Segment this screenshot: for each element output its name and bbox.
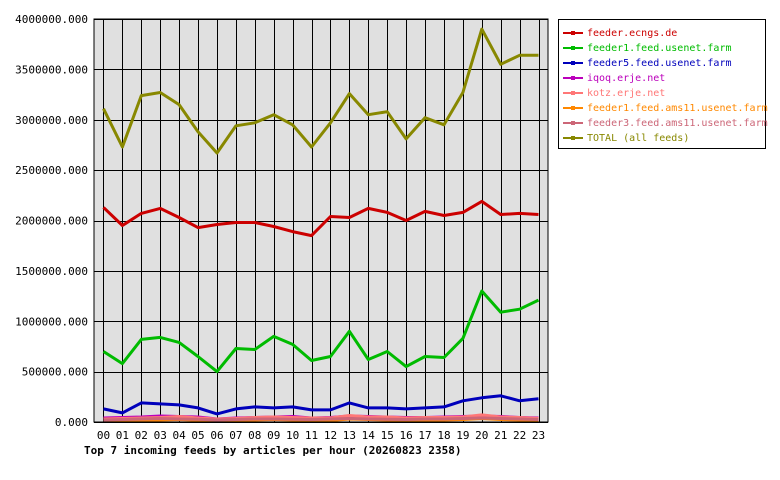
legend-marker xyxy=(571,121,575,125)
x-tick-label: 17 xyxy=(418,429,431,442)
legend-label: feeder.ecngs.de xyxy=(587,28,678,39)
x-tick-label: 12 xyxy=(324,429,337,442)
y-tick-label: 1000000.000 xyxy=(15,315,88,328)
x-tick-label: 00 xyxy=(97,429,110,442)
x-tick-label: 07 xyxy=(229,429,242,442)
legend-label: feeder3.feed.ams11.usenet.farm xyxy=(587,118,768,129)
x-tick-label: 23 xyxy=(532,429,545,442)
y-tick-label: 1500000.000 xyxy=(15,265,88,278)
x-tick-label: 21 xyxy=(494,429,507,442)
legend-marker xyxy=(571,61,575,65)
x-tick-label: 06 xyxy=(210,429,223,442)
series-line xyxy=(102,289,540,374)
x-tick-label: 20 xyxy=(475,429,488,442)
legend-marker xyxy=(571,136,575,140)
legend-marker xyxy=(571,106,575,110)
x-tick-label: 09 xyxy=(267,429,280,442)
legend-label: feeder1.feed.usenet.farm xyxy=(587,43,732,54)
y-tick-label: 3500000.000 xyxy=(15,63,88,76)
y-tick-label: 2000000.000 xyxy=(15,215,88,228)
x-tick-label: 19 xyxy=(456,429,469,442)
x-axis-ticks: 00 01 02 03 04 05 06 07 08 09 10 11 12 13 14 15 16 17 18 19… xyxy=(97,429,545,442)
y-tick-label: 500000.000 xyxy=(22,366,88,379)
legend-marker xyxy=(571,46,575,50)
series-line xyxy=(103,416,539,422)
y-tick-label: 2500000.000 xyxy=(15,164,88,177)
x-tick-label: 05 xyxy=(191,429,204,442)
x-tick-label: 02 xyxy=(135,429,148,442)
x-tick-label: 08 xyxy=(248,429,261,442)
plot-border xyxy=(93,18,549,423)
legend-label: kotz.erje.net xyxy=(587,88,666,99)
x-tick-label: 14 xyxy=(362,429,376,442)
y-tick-label: 4000000.000 xyxy=(15,13,88,26)
series-line xyxy=(102,27,539,155)
plot-area xyxy=(94,19,548,422)
legend-label: feeder5.feed.usenet.farm xyxy=(587,58,732,69)
series-line xyxy=(103,394,539,416)
y-tick-label: 3000000.000 xyxy=(15,114,88,127)
x-tick-label: 03 xyxy=(154,429,167,442)
legend-label: TOTAL (all feeds) xyxy=(587,133,690,144)
legend-marker xyxy=(571,91,575,95)
x-tick-label: 16 xyxy=(400,429,413,442)
x-tick-label: 10 xyxy=(286,429,299,442)
legend-marker xyxy=(571,76,575,80)
x-tick-label: 01 xyxy=(116,429,129,442)
chart-title: Top 7 incoming feeds by articles per hou… xyxy=(84,444,462,457)
x-tick-label: 22 xyxy=(513,429,526,442)
series-line xyxy=(102,199,539,238)
series-lines xyxy=(102,27,540,423)
y-tick-label: 0.000 xyxy=(55,416,88,429)
x-tick-label: 11 xyxy=(305,429,318,442)
legend-label: iqoq.erje.net xyxy=(587,73,666,84)
legend-marker xyxy=(571,31,575,35)
x-tick-label: 13 xyxy=(343,429,356,442)
y-axis-ticks: 0.000 500000.000 1000000.000 1500000.000 200… xyxy=(15,13,88,429)
x-tick-label: 04 xyxy=(173,429,187,442)
legend-label: feeder1.feed.ams11.usenet.farm xyxy=(587,103,768,114)
legend: feeder.ecngs.de feeder1.feed.usenet.farm f… xyxy=(558,19,768,149)
x-tick-label: 18 xyxy=(437,429,450,442)
x-tick-label: 15 xyxy=(381,429,394,442)
